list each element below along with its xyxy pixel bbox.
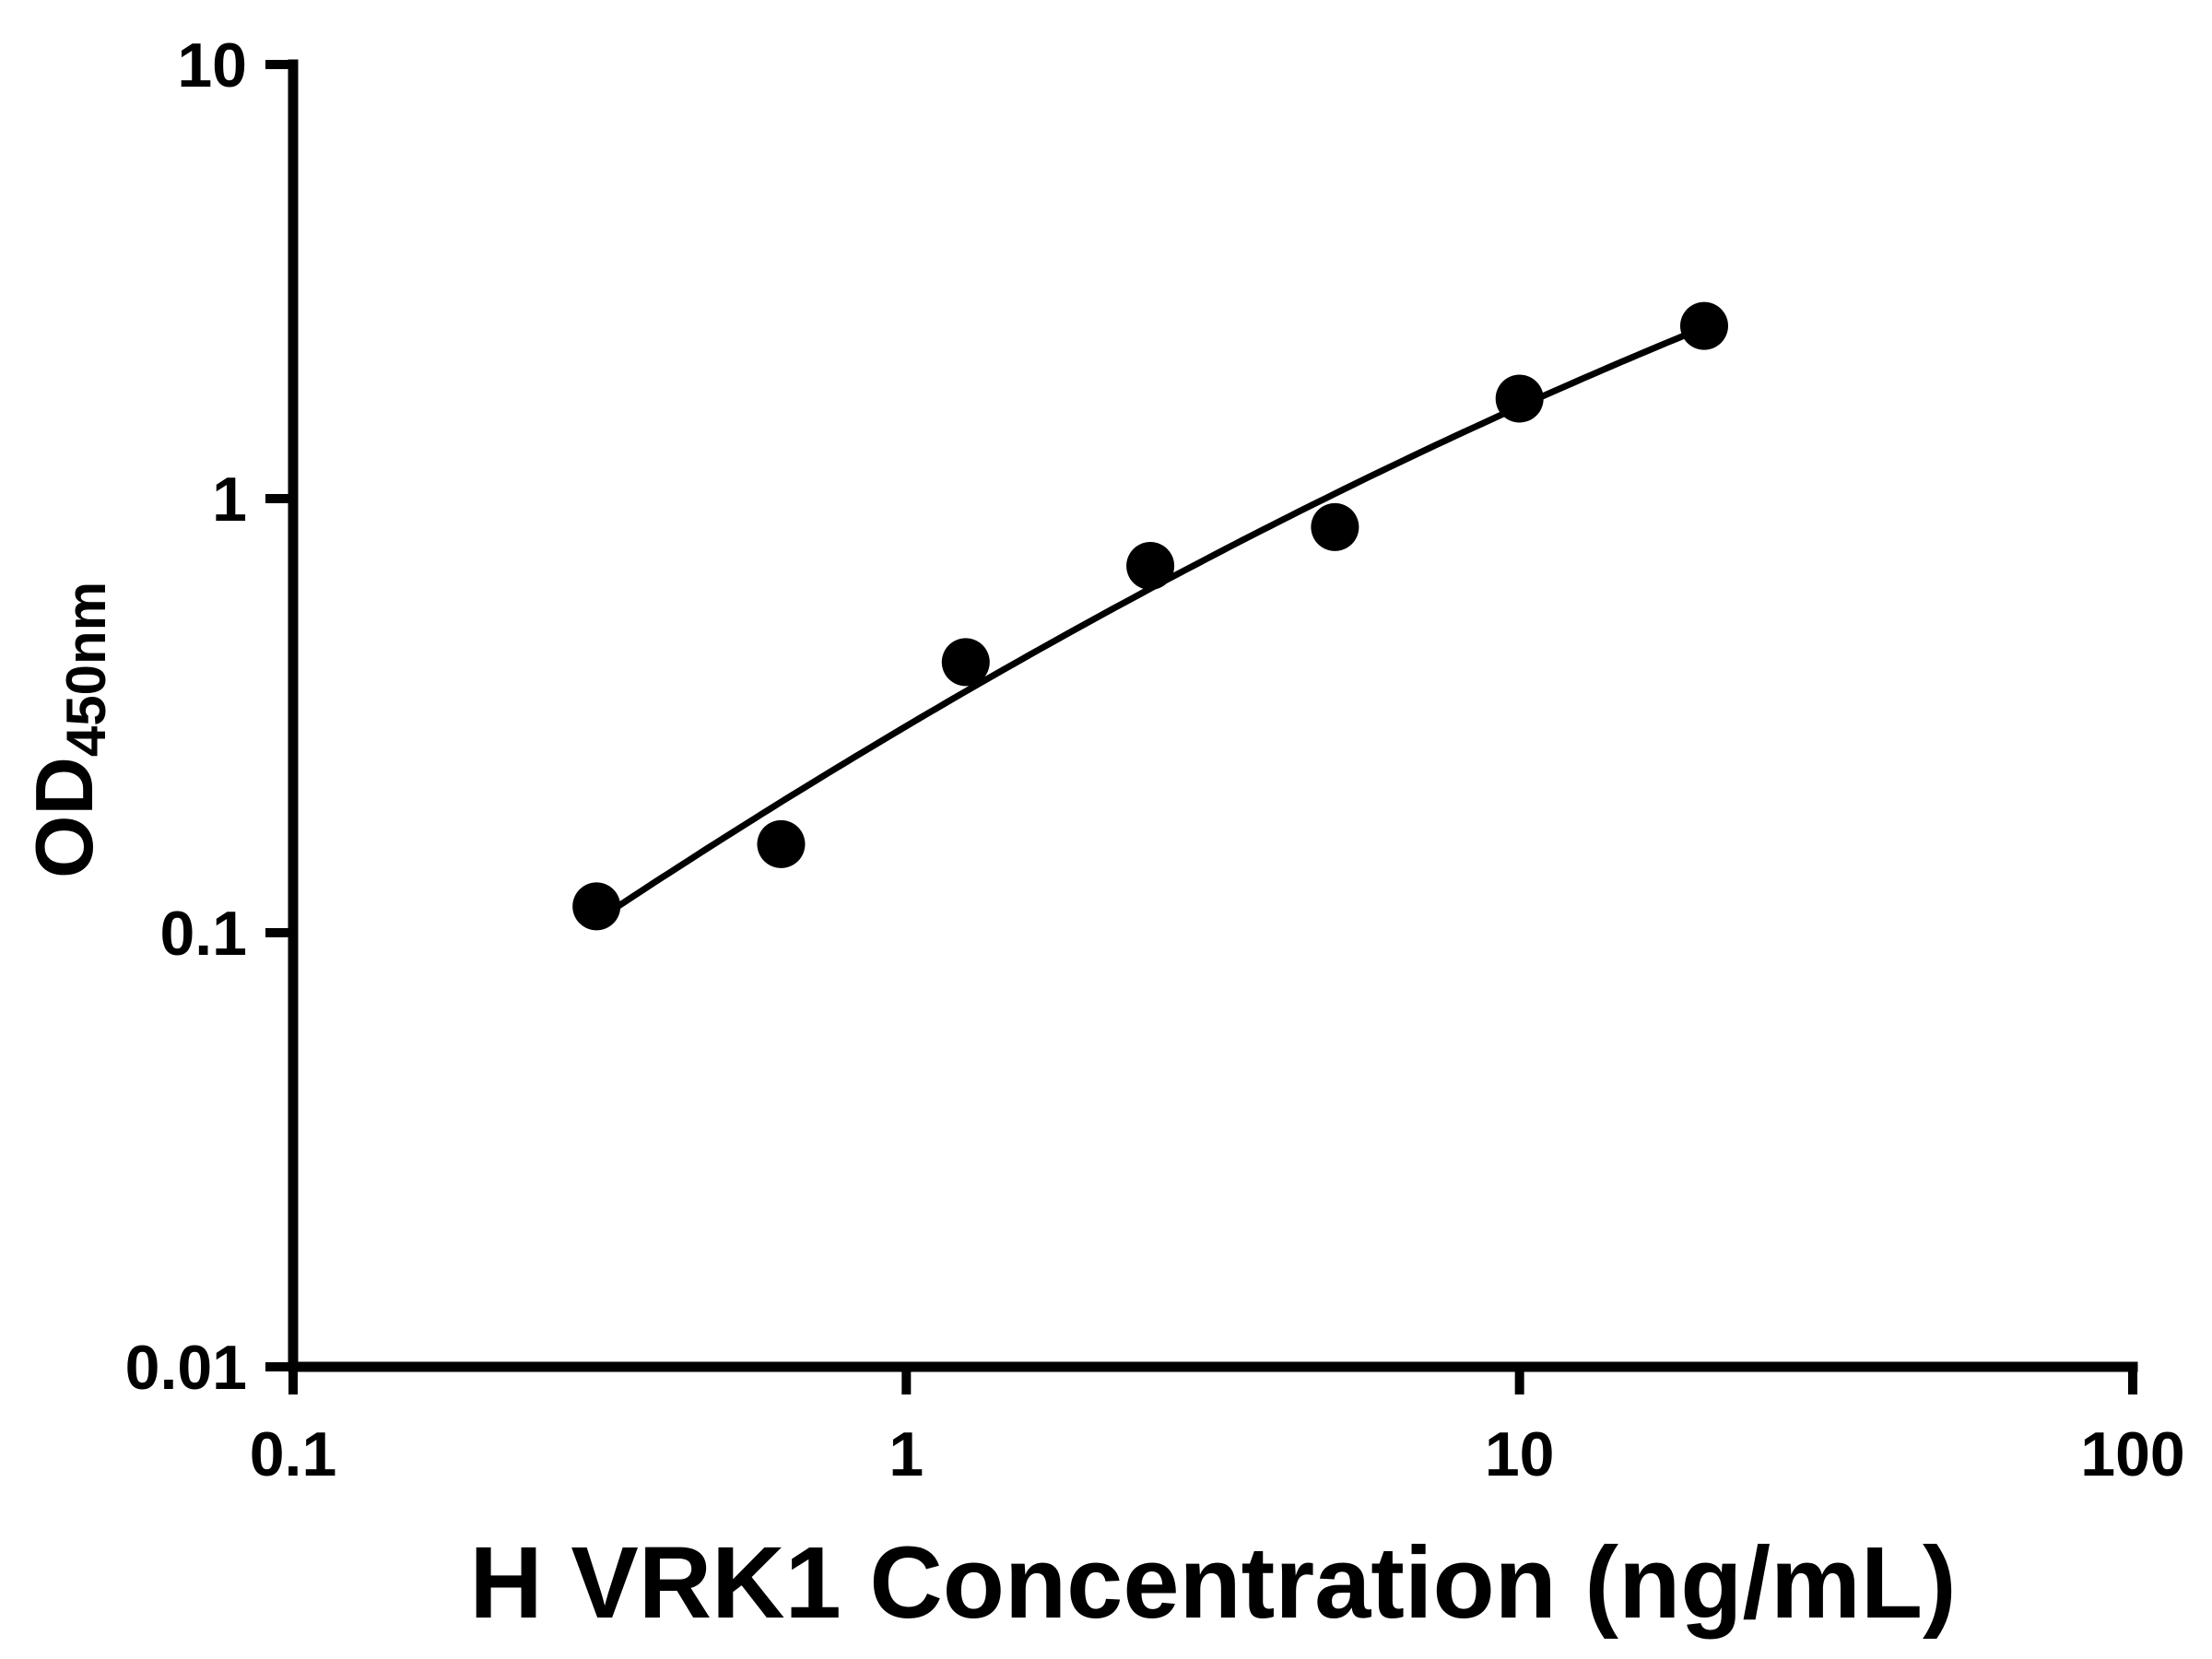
y-tick-label: 1 xyxy=(212,465,247,535)
fit-curve xyxy=(593,324,1708,924)
y-tick-label: 0.1 xyxy=(159,899,247,969)
y-axis-title-main: OD xyxy=(18,757,110,878)
data-point xyxy=(941,638,990,687)
x-tick-label: 100 xyxy=(2080,1419,2184,1489)
y-axis-title: OD450nm xyxy=(18,582,117,878)
x-tick-label: 10 xyxy=(1485,1419,1555,1489)
data-point xyxy=(757,819,806,868)
x-tick-label: 1 xyxy=(888,1419,924,1489)
x-axis-title: H VRK1 Concentration (ng/mL) xyxy=(469,1526,1956,1640)
data-point xyxy=(1126,542,1175,590)
data-point xyxy=(1311,502,1359,551)
y-axis-title-sub: 450nm xyxy=(55,582,117,757)
data-point xyxy=(572,882,621,931)
y-tick-label: 0.01 xyxy=(125,1333,247,1403)
x-tick-label: 0.1 xyxy=(250,1419,337,1489)
y-tick-label: 10 xyxy=(177,30,247,100)
